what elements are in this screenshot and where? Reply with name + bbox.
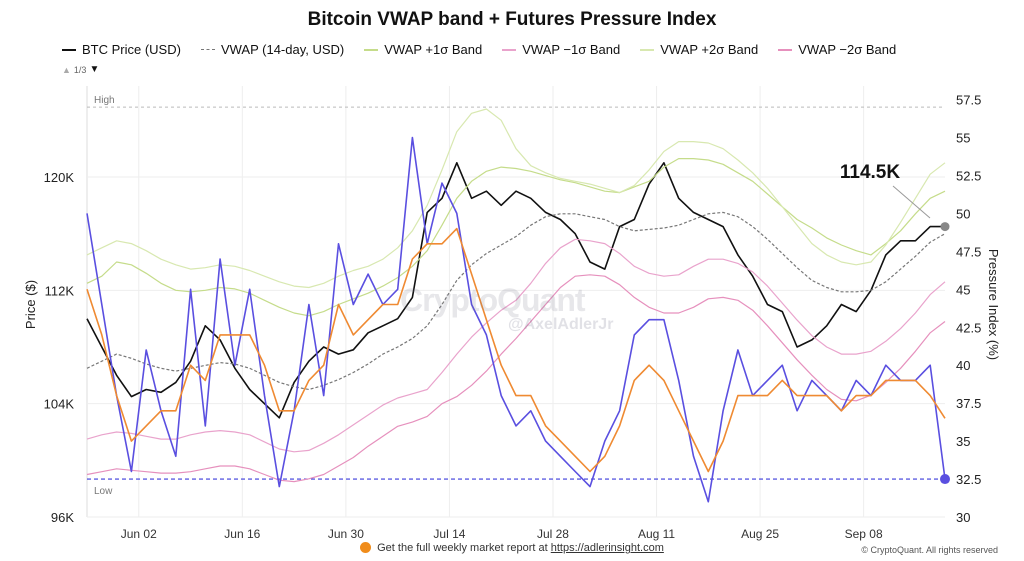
y2-tick-label: 35 [956, 434, 970, 449]
y-tick-label: 112K [45, 283, 75, 298]
copyright: © CryptoQuant. All rights reserved [861, 545, 998, 555]
high-label: High [94, 95, 115, 106]
legend-swatch [640, 48, 655, 51]
y2-tick-label: 57.5 [956, 93, 981, 108]
x-tick-label: Jun 16 [224, 527, 260, 541]
legend-swatch [502, 48, 517, 51]
btc-end-marker [940, 222, 950, 232]
legend-label: VWAP +2σ Band [660, 42, 759, 57]
pressure-end-marker [940, 474, 950, 485]
pager-down-icon[interactable]: ▼ [89, 64, 100, 75]
y2-axis-label: Pressure Index (%) [986, 249, 1001, 360]
y2-tick-label: 47.5 [956, 244, 981, 259]
series-line-3 [86, 238, 946, 453]
series-line-1 [86, 211, 946, 391]
legend-swatch [62, 48, 76, 51]
legend-item-plus1[interactable]: VWAP +1σ Band [364, 42, 482, 57]
x-tick-label: Jul 14 [433, 527, 465, 541]
y-axis-label: Price ($) [23, 280, 38, 329]
legend-label: VWAP −1σ Band [522, 42, 621, 57]
legend-swatch [364, 48, 379, 51]
pager-text: 1/3 [73, 64, 87, 75]
legend-item-plus2[interactable]: VWAP +2σ Band [640, 42, 758, 57]
y2-tick-label: 40 [956, 358, 970, 373]
series-line-5 [86, 274, 946, 483]
y2-tick-label: 45 [956, 282, 970, 297]
legend-item-btc[interactable]: BTC Price (USD) [62, 42, 181, 57]
legend-item-minus2[interactable]: VWAP −2σ Band [778, 42, 896, 57]
footer: Get the full weekly market report at htt… [0, 542, 1024, 554]
legend-label: VWAP −2σ Band [798, 42, 897, 57]
y-tick-label: 96K [51, 510, 74, 525]
legend-label: BTC Price (USD) [82, 42, 181, 57]
chart-title: Bitcoin VWAP band + Futures Pressure Ind… [307, 9, 717, 30]
series-line-7 [86, 227, 946, 473]
report-icon [360, 542, 372, 553]
low-label: Low [94, 486, 113, 497]
price-annotation: 114.5K [840, 162, 900, 183]
x-tick-label: Jun 02 [121, 527, 157, 541]
legend-item-vwap[interactable]: VWAP (14-day, USD) [200, 42, 345, 57]
y2-tick-label: 55 [956, 131, 970, 146]
y-tick-label: 104K [44, 397, 75, 412]
footer-text: Get the full weekly market report at [377, 542, 548, 554]
series-line-4 [86, 108, 946, 289]
pager-up-icon[interactable]: ▲ [62, 64, 71, 75]
x-tick-label: Jul 28 [537, 527, 569, 541]
annotation-pointer [892, 185, 931, 219]
x-tick-label: Aug 25 [741, 527, 779, 541]
legend-swatch [778, 48, 793, 51]
series-line-2 [86, 158, 946, 317]
y2-tick-label: 37.5 [956, 396, 981, 411]
legend-swatch [200, 49, 215, 50]
y2-tick-label: 52.5 [956, 168, 981, 183]
footer-link[interactable]: https://adlerinsight.com [550, 542, 664, 554]
series-line-0 [86, 162, 945, 419]
legend-label: VWAP +1σ Band [384, 42, 483, 57]
x-tick-label: Sep 08 [845, 527, 883, 541]
y2-tick-label: 30 [956, 510, 970, 525]
y2-tick-label: 50 [956, 206, 970, 221]
y2-tick-label: 32.5 [956, 472, 981, 487]
watermark-handle: @AxelAdlerJr [508, 316, 614, 333]
legend-label: VWAP (14-day, USD) [220, 42, 345, 57]
legend-pager: ▲ 1/3 ▼ [62, 64, 99, 75]
x-tick-label: Jun 30 [328, 527, 364, 541]
y-tick-label: 120K [44, 170, 75, 185]
x-tick-label: Aug 11 [638, 527, 675, 541]
watermark-logo: CryptoQuant [400, 282, 586, 318]
series-line-6 [86, 136, 946, 503]
legend-item-minus1[interactable]: VWAP −1σ Band [502, 42, 620, 57]
chart-legend: BTC Price (USD) VWAP (14-day, USD) VWAP … [62, 42, 896, 57]
y2-tick-label: 42.5 [956, 320, 981, 335]
